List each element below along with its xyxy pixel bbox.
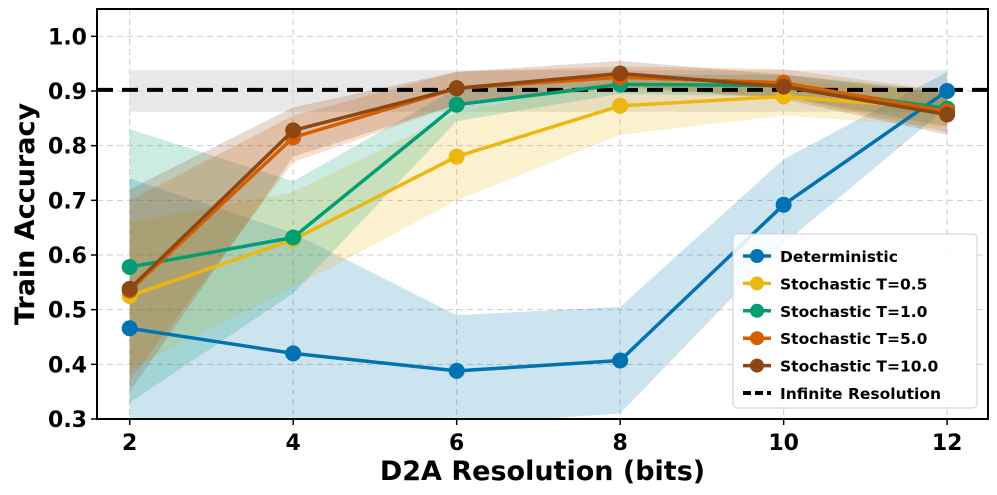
legend-swatch-marker [750,358,764,373]
data-point [775,196,792,213]
data-point [612,352,629,369]
legend-label: Stochastic T=10.0 [780,358,938,376]
data-point [939,83,956,99]
plot-frame [96,8,989,420]
confidence-band [129,66,948,381]
series-layer [121,65,956,379]
x-tick-label: 2 [122,431,137,456]
series-line [129,89,949,373]
series-line [129,94,948,298]
legend-label: Deterministic [780,248,898,266]
data-point [939,106,956,123]
x-axis-title: D2A Resolution (bits) [380,456,705,487]
y-axis-title: Train Accuracy [10,103,41,326]
y-tick-label: 0.6 [48,244,87,269]
data-point [285,122,302,139]
legend-label: Infinite Resolution [780,385,941,403]
data-point [285,229,302,246]
x-tick-label: 12 [932,431,963,456]
series-line [128,71,948,291]
legend-swatch-marker [750,249,764,263]
x-tick-label: 6 [449,431,464,456]
legend-swatch-marker [750,276,764,291]
legend-label: Stochastic T=0.5 [780,275,927,293]
y-tick-label: 0.3 [48,408,87,433]
series-line [128,75,948,292]
data-point [285,345,302,362]
data-point [448,148,465,165]
x-tick-label: 8 [612,431,627,456]
legend: Deterministic Stochastic T=0.5 Stochastic … [732,233,978,409]
x-tick-label: 10 [768,431,799,456]
data-point [121,320,138,337]
data-point [121,280,138,297]
data-point [448,96,465,113]
confidence-band [129,77,948,370]
data-point [775,78,792,95]
x-tick-label: 4 [286,431,301,456]
data-point [612,65,629,82]
axis-ticks: 2 4 6 8 10 12 0.3 0.4 0.5 0.6 0.7 0.8 0.9 1.0 [48,25,962,456]
legend-label: Stochastic T=1.0 [780,303,928,321]
legend-swatch-marker [750,331,764,346]
y-tick-label: 0.5 [48,299,87,324]
y-tick-label: 0.7 [48,189,87,214]
series-line [129,82,948,269]
y-tick-label: 1.0 [48,25,87,50]
legend-swatch-marker [750,303,764,318]
confidence-band [129,60,948,392]
data-point [612,97,629,114]
confidence-band [129,71,948,419]
y-tick-label: 0.9 [48,80,87,105]
legend-label: Stochastic T=5.0 [780,330,928,348]
data-point [121,259,138,276]
legend-box [732,233,978,409]
y-tick-label: 0.4 [48,353,87,378]
y-tick-label: 0.8 [48,135,87,160]
data-point [448,80,465,97]
data-point [448,362,465,379]
